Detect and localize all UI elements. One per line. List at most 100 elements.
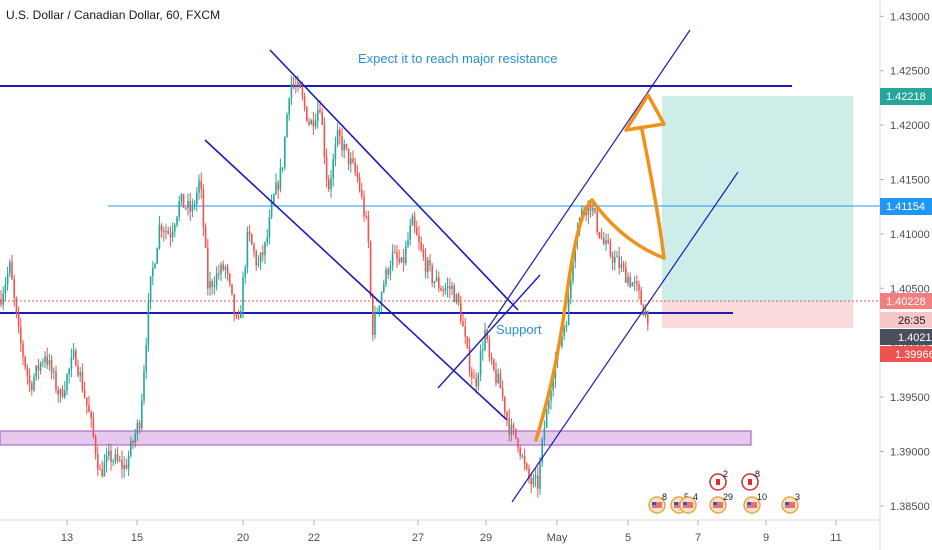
candle <box>64 380 66 400</box>
candle-body <box>160 225 163 232</box>
candle <box>273 193 275 205</box>
candle <box>387 267 389 279</box>
candle <box>354 157 356 177</box>
candle <box>215 266 218 291</box>
candle <box>598 231 601 239</box>
candle-body <box>2 293 4 305</box>
candle <box>363 190 365 222</box>
demand-zone[interactable] <box>0 430 752 446</box>
candle <box>105 447 108 473</box>
candle-body <box>88 405 90 413</box>
price-tick-label: 1.39000 <box>890 446 930 458</box>
candle <box>517 437 519 453</box>
candle-body <box>125 464 128 469</box>
candle-body <box>387 269 389 275</box>
canada-event-icon[interactable]: 8 <box>741 469 760 491</box>
candle-body <box>644 311 647 316</box>
candle <box>413 211 416 234</box>
candle <box>132 439 134 450</box>
candle-body <box>156 248 158 264</box>
candle-body <box>640 290 642 305</box>
candle <box>614 250 616 271</box>
candle <box>475 372 477 394</box>
candle <box>310 118 312 125</box>
candle-body <box>39 362 42 371</box>
candle-body <box>506 412 508 418</box>
level-tag-label: 1.41154 <box>886 201 925 213</box>
candle <box>420 236 422 253</box>
candle <box>39 361 42 375</box>
candle <box>6 266 9 291</box>
candle-body <box>345 143 348 149</box>
candle-body <box>369 241 372 297</box>
candle <box>391 244 394 271</box>
candle <box>356 164 359 183</box>
canada-event-icon[interactable]: 2 <box>709 469 728 491</box>
candle <box>541 437 543 467</box>
candle-body <box>314 120 317 127</box>
candle <box>424 247 427 279</box>
down-channel-lower[interactable] <box>204 139 508 421</box>
candle-body <box>303 96 306 107</box>
candle-body <box>332 158 334 179</box>
candle-body <box>0 299 2 305</box>
up-channel-upper[interactable] <box>487 29 691 329</box>
candle-body <box>198 180 200 193</box>
up-channel-lower[interactable] <box>511 171 739 503</box>
candle <box>79 367 81 383</box>
candle <box>380 291 383 312</box>
candle-body <box>385 269 387 285</box>
price-axis[interactable]: 1.43000 1.42500 1.42000 1.41500 1.41000 1.405… <box>879 0 932 550</box>
candle <box>457 292 460 307</box>
candle <box>251 233 253 246</box>
candle <box>506 410 508 426</box>
candle-body <box>339 129 341 137</box>
levels-layer <box>0 85 880 314</box>
down-channel-arrow[interactable] <box>437 274 541 389</box>
candle <box>167 226 169 235</box>
candle <box>435 269 438 283</box>
us-event-icon[interactable]: 3 <box>781 492 800 514</box>
projection-path[interactable] <box>534 128 666 442</box>
price-tick-label: 1.38500 <box>890 501 930 513</box>
candle <box>347 148 350 171</box>
down-channel-upper[interactable] <box>269 49 519 311</box>
resistance-annotation: Expect it to reach major resistance <box>358 51 557 66</box>
candle-body <box>90 412 92 419</box>
candle-body <box>270 202 273 218</box>
candle-body <box>567 298 570 326</box>
us-event-icon[interactable]: 4 <box>679 492 698 514</box>
events-layer: 8542298103 <box>648 469 800 514</box>
candle <box>477 372 480 391</box>
us-event-icon[interactable]: 29 <box>709 492 733 514</box>
candle <box>97 446 99 476</box>
candle-body <box>530 477 532 485</box>
candle-body <box>70 357 73 369</box>
candle <box>110 443 112 471</box>
candle-body <box>378 305 381 312</box>
candle <box>369 240 372 299</box>
candle-body <box>277 182 279 190</box>
us-event-icon[interactable]: 8 <box>648 492 667 514</box>
projection-arrowhead <box>624 93 666 132</box>
candle <box>336 123 339 148</box>
candle <box>468 337 471 377</box>
target-tag-bg <box>880 88 932 105</box>
candle-body <box>204 226 207 248</box>
candle-body <box>420 242 422 250</box>
candle <box>33 373 35 392</box>
candle <box>68 367 70 384</box>
event-count: 2 <box>723 469 728 479</box>
candle <box>367 210 370 249</box>
candle-body <box>361 190 363 197</box>
candle <box>490 352 493 365</box>
candle-body <box>253 244 255 252</box>
entry-tag-label: 1.40228 <box>886 296 926 308</box>
candle <box>253 242 255 258</box>
price-tick-label: 1.42500 <box>890 66 930 78</box>
candle-body <box>323 124 326 157</box>
candle-body <box>167 230 169 234</box>
us-event-icon[interactable]: 10 <box>743 492 767 514</box>
candle <box>409 218 411 246</box>
